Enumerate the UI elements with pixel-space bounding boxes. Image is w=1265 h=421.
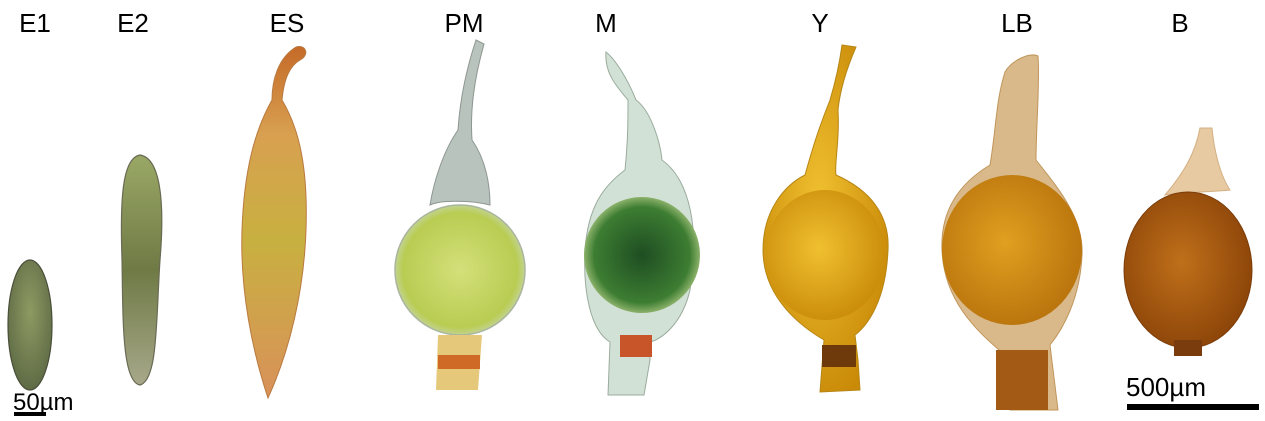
specimen-m bbox=[584, 51, 700, 396]
specimen-pm bbox=[394, 39, 526, 390]
specimen-e1 bbox=[7, 259, 53, 391]
stage-label-e1: E1 bbox=[19, 8, 51, 38]
specimen-e2 bbox=[120, 154, 163, 386]
scale-bar-500um bbox=[1127, 404, 1259, 410]
scale-label-500um: 500µm bbox=[1126, 372, 1207, 402]
stage-label-y: Y bbox=[811, 8, 829, 38]
specimen-es bbox=[241, 45, 307, 400]
stage-label-b: B bbox=[1171, 8, 1189, 38]
specimen-y bbox=[762, 44, 889, 393]
scale-label-50um: 50µm bbox=[13, 389, 74, 416]
scale-bar-50um bbox=[14, 412, 46, 416]
stage-label-e2: E2 bbox=[117, 8, 149, 38]
stage-label-m: M bbox=[595, 8, 617, 38]
stage-label-lb: LB bbox=[1001, 8, 1033, 38]
specimen-lb bbox=[941, 54, 1083, 411]
stage-label-pm: PM bbox=[444, 8, 484, 38]
specimen-b bbox=[1123, 127, 1253, 356]
stage-label-es: ES bbox=[269, 8, 305, 38]
